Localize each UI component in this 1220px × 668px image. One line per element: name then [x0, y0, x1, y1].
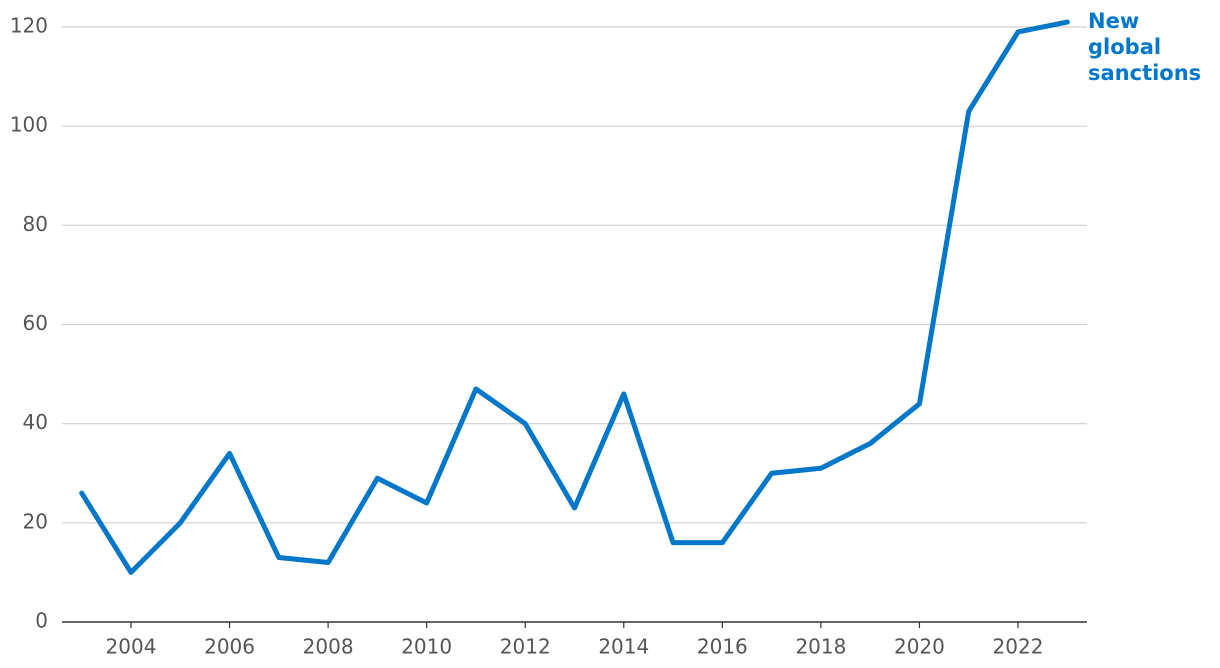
y-tick-label: 120 [10, 14, 48, 38]
x-tick-label: 2022 [993, 635, 1044, 659]
x-tick-label: 2006 [204, 635, 255, 659]
data-line [79, 19, 1070, 575]
x-tick-label: 2008 [303, 635, 354, 659]
y-tick-label: 20 [23, 509, 48, 533]
x-tick-label: 2020 [894, 635, 945, 659]
x-tick-label: 2014 [598, 635, 649, 659]
series-label: New global sanctions [1088, 9, 1202, 85]
x-tick-label: 2016 [697, 635, 748, 659]
x-tick-label: 2018 [795, 635, 846, 659]
y-tick-label: 60 [23, 311, 48, 335]
x-tick-label: 2004 [106, 635, 157, 659]
y-tick-label: 0 [35, 609, 48, 633]
y-tick-label: 100 [10, 113, 48, 137]
y-tick-label: 40 [23, 410, 48, 434]
y-tick-label: 80 [23, 212, 48, 236]
x-tick-label: 2012 [500, 635, 551, 659]
x-tick-label: 2010 [401, 635, 452, 659]
